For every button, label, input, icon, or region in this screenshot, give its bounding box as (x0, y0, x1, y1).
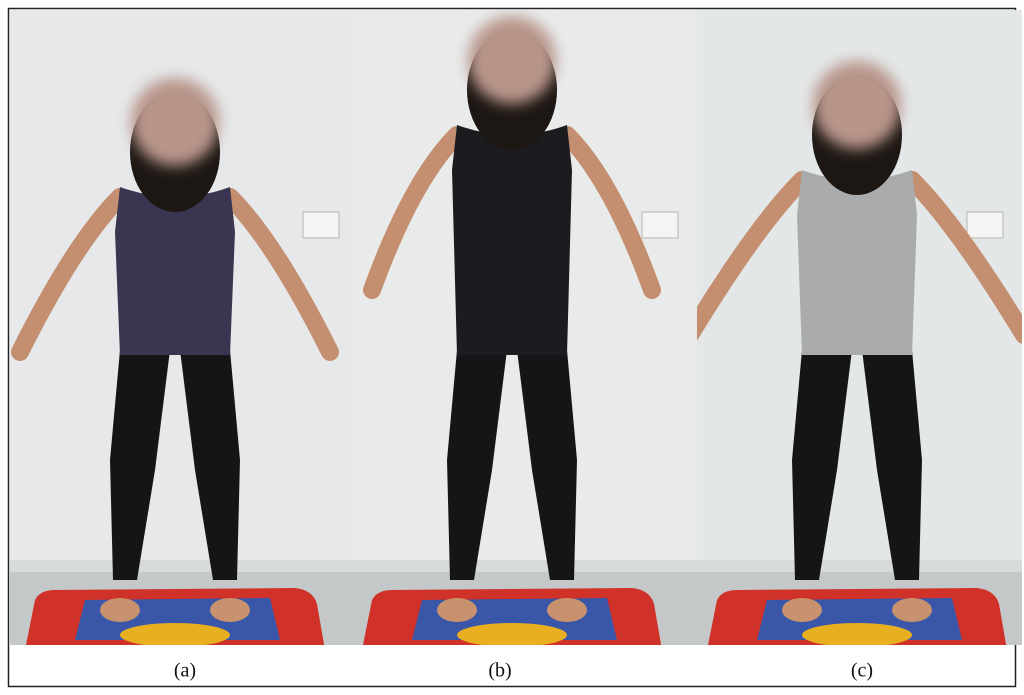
arm (903, 171, 1022, 344)
skirting (10, 560, 358, 572)
arm (221, 188, 339, 361)
foot (547, 598, 587, 622)
foot (100, 598, 140, 622)
photo-content (10, 10, 358, 645)
face-blur (468, 16, 556, 104)
foot (782, 598, 822, 622)
shirt (797, 170, 917, 355)
foot (437, 598, 477, 622)
leg (792, 350, 852, 580)
outlet (966, 211, 1004, 239)
foot (892, 598, 932, 622)
leg (110, 350, 170, 580)
face-blur (813, 61, 901, 149)
leg (862, 350, 922, 580)
skirting (697, 560, 1022, 572)
mat-logo (802, 623, 912, 645)
leg (447, 350, 507, 580)
mat-logo (457, 623, 567, 645)
arm (11, 188, 129, 361)
photo (697, 10, 1022, 645)
arm (363, 126, 466, 299)
photos (10, 10, 1022, 645)
photo-content (697, 10, 1022, 645)
photo (358, 10, 697, 645)
shirt (452, 125, 572, 355)
face-blur (131, 78, 219, 166)
photo (10, 10, 358, 645)
arm (558, 126, 661, 299)
panel-label: (b) (488, 660, 511, 682)
outlet (641, 211, 679, 239)
photo-content (358, 10, 697, 645)
panel-label: (a) (174, 660, 196, 682)
mat-logo (120, 623, 230, 645)
shirt (115, 187, 235, 355)
panel-label: (c) (851, 660, 873, 682)
leg (180, 350, 240, 580)
leg (517, 350, 577, 580)
outlet (302, 211, 340, 239)
skirting (358, 560, 697, 572)
arm (697, 171, 811, 341)
foot (210, 598, 250, 622)
